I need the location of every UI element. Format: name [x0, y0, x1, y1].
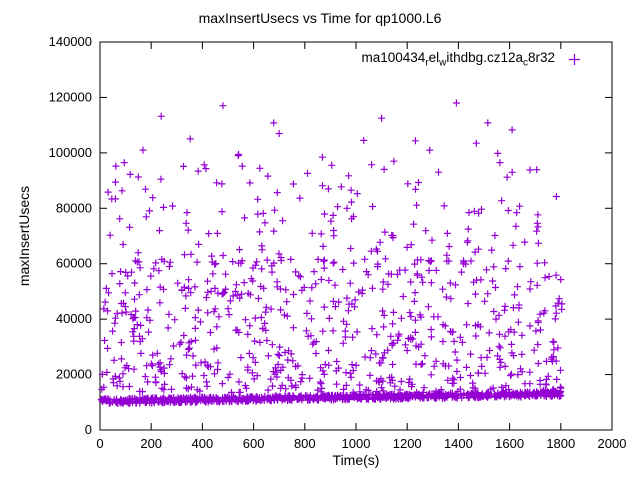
x-tick-label: 1000: [342, 436, 371, 451]
legend-label-part: el: [428, 50, 440, 65]
x-axis-title: Time(s): [332, 452, 380, 468]
y-tick-label: 140000: [49, 34, 92, 49]
y-tick-label: 20000: [56, 367, 92, 382]
x-tick-label: 0: [96, 436, 103, 451]
x-tick-label: 1800: [546, 436, 575, 451]
x-tick-label: 1200: [393, 436, 422, 451]
y-tick-label: 120000: [49, 89, 92, 104]
legend-label-part: ma100434: [361, 50, 426, 65]
legend-label-part: r: [425, 57, 429, 69]
y-tick-label: 60000: [56, 256, 92, 271]
legend-label: ma100434relwithdbg.cz12ac8r32: [362, 50, 556, 69]
legend-label-part: 8r32: [527, 50, 555, 65]
x-tick-label: 400: [192, 436, 214, 451]
y-tick-label: 80000: [56, 200, 92, 215]
x-tick-label: 1400: [444, 436, 473, 451]
x-tick-label: 200: [140, 436, 162, 451]
x-tick-label: 2000: [598, 436, 627, 451]
legend-label-part: ithdbg.cz12a: [446, 50, 523, 65]
plus-marker-icon: [569, 53, 580, 65]
legend-label-part: c: [522, 57, 528, 69]
y-tick-label: 100000: [49, 145, 92, 160]
chart-title: maxInsertUsecs vs Time for qp1000.L6: [198, 10, 442, 26]
y-tick-label: 40000: [56, 311, 92, 326]
legend-label-part: w: [439, 57, 447, 69]
y-tick-label: 0: [85, 422, 92, 437]
legend: ma100434relwithdbg.cz12ac8r32: [362, 50, 583, 69]
x-tick-label: 800: [294, 436, 316, 451]
x-tick-label: 1600: [495, 436, 524, 451]
scatter-points: [97, 99, 566, 407]
plot-border: [99, 41, 613, 431]
x-tick-label: 600: [243, 436, 265, 451]
